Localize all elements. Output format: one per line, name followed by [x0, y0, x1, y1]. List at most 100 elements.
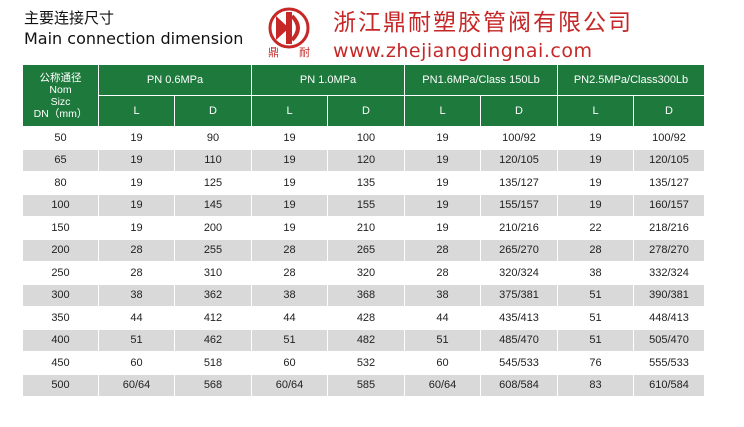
table-cell: 38 [557, 261, 634, 285]
table-cell: 28 [251, 261, 328, 285]
table-cell: 44 [251, 306, 328, 330]
table-cell: 368 [327, 283, 405, 307]
table-cell: 210/216 [480, 216, 558, 240]
table-cell: 19 [557, 193, 634, 217]
table-cell: 51 [251, 328, 328, 352]
dn-cell: 150 [22, 216, 99, 240]
table-cell: 155/157 [480, 193, 558, 217]
table-cell: 51 [557, 328, 634, 352]
dn-cell: 100 [22, 193, 99, 217]
sub-header-d: D [174, 95, 252, 127]
table-cell: 19 [557, 171, 634, 195]
table-cell: 545/533 [480, 351, 558, 375]
table-row: 100 19 145 19 155 19 155/157 19 160/157 [22, 193, 705, 217]
dn-header-cn: 公称通径 [39, 71, 82, 84]
table-row: 350 44 412 44 428 44 435/413 51 448/413 [22, 306, 705, 330]
table-cell: 60/64 [98, 373, 175, 397]
group-header: PN 0.6MPa [98, 64, 252, 96]
sub-header-l: L [404, 95, 481, 127]
company-block: 浙江鼎耐塑胶管阀有限公司 www.zhejiangdingnai.com [333, 8, 633, 64]
table-cell: 19 [251, 171, 328, 195]
table-cell: 135 [327, 171, 405, 195]
table-row: 300 38 362 38 368 38 375/381 51 390/381 [22, 283, 705, 307]
table-cell: 155 [327, 193, 405, 217]
dn-header-nom: Nom [49, 83, 72, 96]
table-cell: 51 [557, 306, 634, 330]
table-cell: 60 [251, 351, 328, 375]
dn-cell: 200 [22, 238, 99, 262]
dimension-table: 公称通径 Nom Sizc DN（mm） PN 0.6MPa PN 1.0MPa… [22, 64, 705, 397]
table-cell: 19 [404, 216, 481, 240]
table-cell: 448/413 [633, 306, 705, 330]
page-title-en: Main connection dimension [24, 29, 244, 48]
table-cell: 265 [327, 238, 405, 262]
table-cell: 60/64 [404, 373, 481, 397]
table-cell: 19 [251, 126, 328, 150]
table-body: 50 19 90 19 100 19 100/92 19 100/92 65 19 110 19 120 1… [22, 126, 705, 397]
table-row: 500 60/64 568 60/64 585 60/64 608/584 83 610/584 [22, 373, 705, 397]
dn-cell: 65 [22, 148, 99, 172]
dn-header-unit: DN（mm） [33, 107, 88, 120]
logo-text: 鼎 耐 [258, 44, 320, 60]
table-cell: 51 [404, 328, 481, 352]
company-logo-icon [268, 7, 310, 49]
dn-header-cell: 公称通径 Nom Sizc DN（mm） [22, 64, 99, 127]
table-cell: 19 [98, 216, 175, 240]
table-cell: 110 [174, 148, 252, 172]
sub-header-d: D [480, 95, 558, 127]
sub-header-l: L [251, 95, 328, 127]
table-cell: 28 [404, 261, 481, 285]
table-cell: 265/270 [480, 238, 558, 262]
table-cell: 38 [98, 283, 175, 307]
table-cell: 320 [327, 261, 405, 285]
table-cell: 278/270 [633, 238, 705, 262]
table-cell: 51 [557, 283, 634, 307]
table-cell: 332/324 [633, 261, 705, 285]
table-cell: 518 [174, 351, 252, 375]
table-cell: 19 [404, 171, 481, 195]
sub-header-d: D [633, 95, 705, 127]
table-row: 450 60 518 60 532 60 545/533 76 555/533 [22, 351, 705, 375]
table-cell: 532 [327, 351, 405, 375]
table-cell: 19 [98, 193, 175, 217]
table-cell: 28 [98, 261, 175, 285]
dn-cell: 300 [22, 283, 99, 307]
table-cell: 310 [174, 261, 252, 285]
table-cell: 100/92 [480, 126, 558, 150]
table-cell: 19 [251, 193, 328, 217]
table-cell: 210 [327, 216, 405, 240]
table-cell: 19 [251, 148, 328, 172]
table-cell: 608/584 [480, 373, 558, 397]
table-cell: 28 [404, 238, 481, 262]
table-cell: 90 [174, 126, 252, 150]
group-header: PN1.6MPa/Class 150Lb [404, 64, 558, 96]
table-cell: 19 [404, 193, 481, 217]
table-cell: 44 [404, 306, 481, 330]
table-cell: 320/324 [480, 261, 558, 285]
table-cell: 60/64 [251, 373, 328, 397]
table-cell: 218/216 [633, 216, 705, 240]
table-cell: 200 [174, 216, 252, 240]
table-cell: 390/381 [633, 283, 705, 307]
sub-header-l: L [557, 95, 634, 127]
sub-header-d: D [327, 95, 405, 127]
table-cell: 120/105 [480, 148, 558, 172]
table-cell: 19 [98, 148, 175, 172]
group-header: PN2.5MPa/Class300Lb [557, 64, 705, 96]
dn-cell: 50 [22, 126, 99, 150]
table-cell: 485/470 [480, 328, 558, 352]
table-cell: 585 [327, 373, 405, 397]
table-cell: 120 [327, 148, 405, 172]
table-cell: 38 [251, 283, 328, 307]
table-cell: 19 [98, 171, 175, 195]
table-cell: 555/533 [633, 351, 705, 375]
dn-cell: 350 [22, 306, 99, 330]
dn-cell: 500 [22, 373, 99, 397]
sub-header-l: L [98, 95, 175, 127]
table-cell: 28 [98, 238, 175, 262]
table-cell: 60 [98, 351, 175, 375]
table-cell: 100/92 [633, 126, 705, 150]
dn-cell: 250 [22, 261, 99, 285]
table-cell: 145 [174, 193, 252, 217]
table-row: 250 28 310 28 320 28 320/324 38 332/324 [22, 261, 705, 285]
